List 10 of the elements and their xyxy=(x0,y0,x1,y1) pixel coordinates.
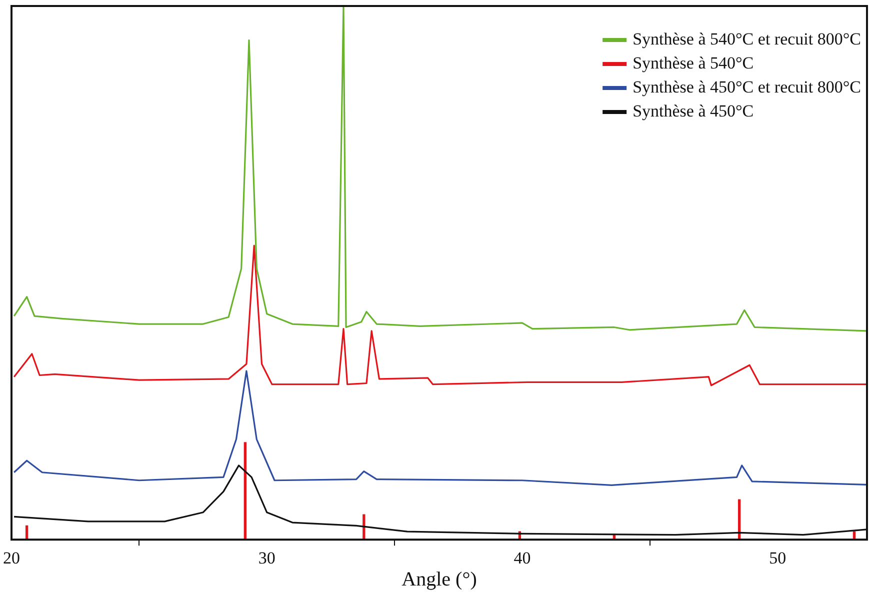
x-tick-label: 50 xyxy=(769,548,786,568)
x-tick-label: 40 xyxy=(514,548,531,568)
x-axis-title: Angle (°) xyxy=(402,568,477,590)
legend-label: Synthèse à 540°C et recuit 800°C xyxy=(632,29,861,48)
bar xyxy=(244,442,246,540)
legend-label: Synthèse à 450°C xyxy=(632,101,754,120)
legend-label: Synthèse à 540°C xyxy=(632,53,754,72)
legend-label: Synthèse à 450°C et recuit 800°C xyxy=(632,77,861,96)
x-tick-label: 20 xyxy=(3,548,20,568)
x-tick-label: 30 xyxy=(258,548,276,568)
